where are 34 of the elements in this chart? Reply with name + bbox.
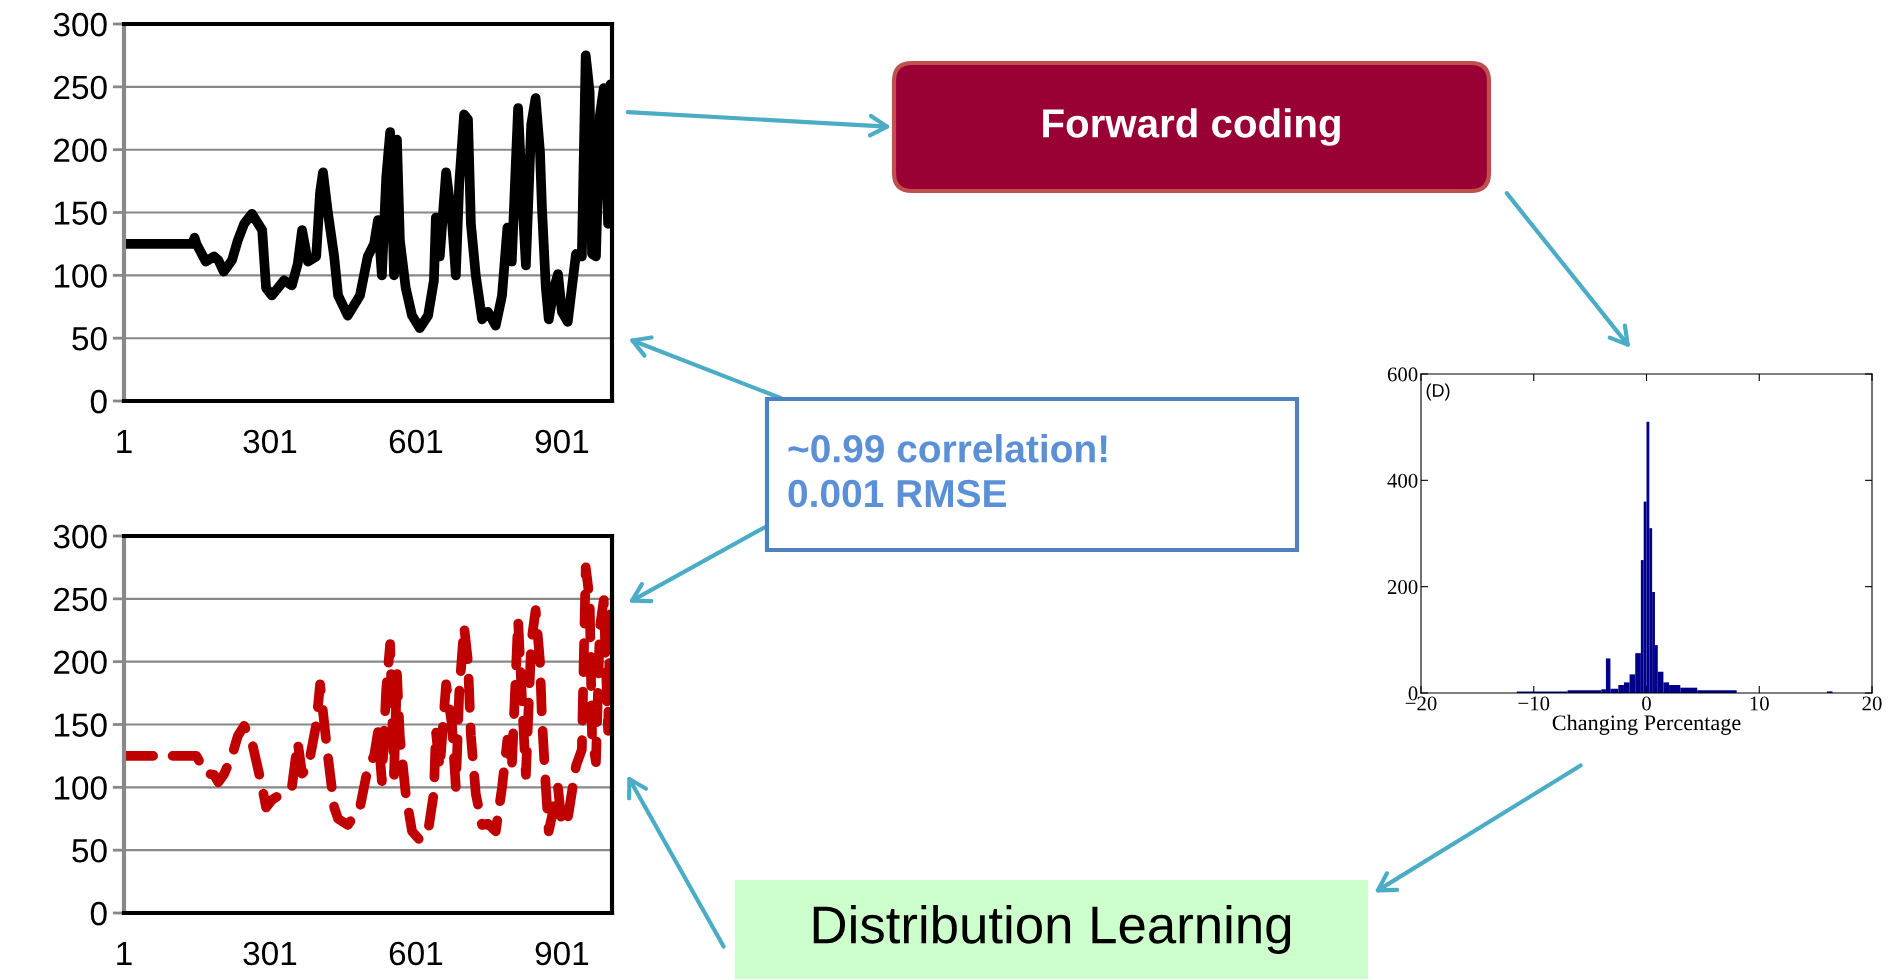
y-tick-label: 200: [54, 650, 107, 675]
x-tick-label: 601: [389, 941, 443, 966]
y-tick-label: 250: [54, 75, 107, 100]
y-tick-label: 200: [54, 138, 107, 163]
y-tick-label: 300: [53, 524, 107, 549]
y-tick-label: 600: [1387, 367, 1418, 382]
y-tick-label: 50: [72, 838, 107, 863]
y-tick-label: 0: [90, 389, 107, 414]
x-tick-label: 901: [535, 429, 589, 454]
y-tick-label: 250: [54, 587, 107, 612]
y-tick-label: 150: [54, 713, 107, 737]
x-axis-title: Changing Percentage: [1552, 714, 1741, 735]
text: Forward coding: [1043, 108, 1340, 146]
y-tick-label: 100: [54, 776, 107, 800]
x-tick-label: 1: [117, 430, 132, 453]
annotation: (D): [1426, 383, 1450, 401]
y-tick-label: 50: [72, 326, 107, 351]
y-tick-label: 0: [90, 901, 107, 926]
x-tick-label: 301: [243, 941, 297, 966]
x-tick-label: 601: [389, 429, 443, 454]
y-tick-label: 100: [54, 264, 107, 288]
x-tick-label: 901: [535, 941, 589, 966]
text: Distribution Learning: [813, 904, 1291, 955]
y-tick-label: 150: [54, 201, 107, 225]
text: ~0.99 correlation! 0.001 RMSE: [788, 434, 1107, 508]
y-tick-label: 300: [53, 12, 107, 37]
x-tick-label: 1: [117, 942, 132, 965]
y-tick-label: 200: [1387, 580, 1418, 595]
x-tick-label: 301: [243, 429, 297, 454]
x-tick-label: 20: [1862, 696, 1882, 711]
y-tick-label: 400: [1387, 473, 1418, 488]
x-tick-label: −10: [1518, 696, 1550, 711]
x-tick-label: 10: [1750, 696, 1769, 711]
x-tick-label: 0: [1642, 696, 1651, 711]
